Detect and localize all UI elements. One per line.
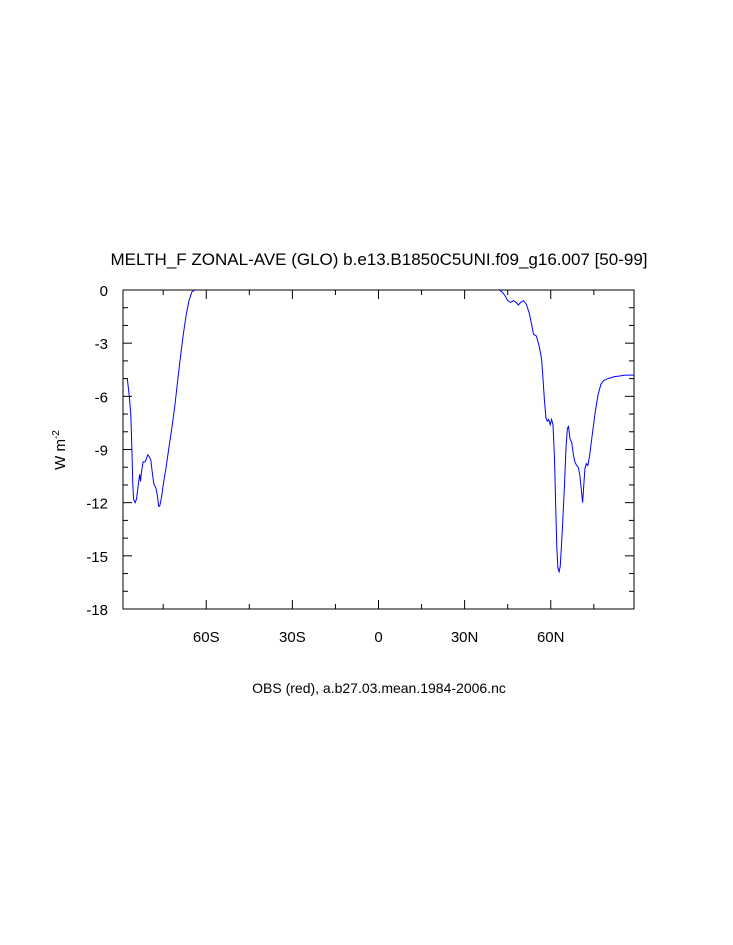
x-axis-label: OBS (red), a.b27.03.mean.1984-2006.nc xyxy=(252,680,506,696)
y-tick-label: -6 xyxy=(95,389,108,406)
chart-title: MELTH_F ZONAL-AVE (GLO) b.e13.B1850C5UNI… xyxy=(110,250,647,269)
plot-area: 0 -3 -6 -9 -12 -15 -18 60S 30S 0 30N 60N xyxy=(86,283,635,646)
x-tick-label: 0 xyxy=(374,629,382,646)
ticks-layer: 0 -3 -6 -9 -12 -15 -18 60S 30S 0 30N 60N xyxy=(86,283,634,646)
x-tick-label: 60S xyxy=(193,629,220,646)
series-layer xyxy=(126,289,634,574)
y-axis-label: W m-2 xyxy=(51,430,69,470)
y-tick-label: 0 xyxy=(100,283,108,300)
y-tick-label: -18 xyxy=(86,602,108,619)
x-tick-label: 30N xyxy=(451,629,479,646)
x-tick-label: 30S xyxy=(279,629,306,646)
y-tick-label: -9 xyxy=(95,443,108,460)
y-axis-label-main: W m xyxy=(52,439,69,470)
y-tick-label: -3 xyxy=(95,336,108,353)
y-tick-label: -15 xyxy=(86,549,108,566)
y-tick-label: -12 xyxy=(86,496,108,513)
series-line xyxy=(126,289,196,507)
x-tick-label: 60N xyxy=(537,629,565,646)
series-line xyxy=(498,289,634,574)
y-axis-label-sup: -2 xyxy=(51,430,62,439)
